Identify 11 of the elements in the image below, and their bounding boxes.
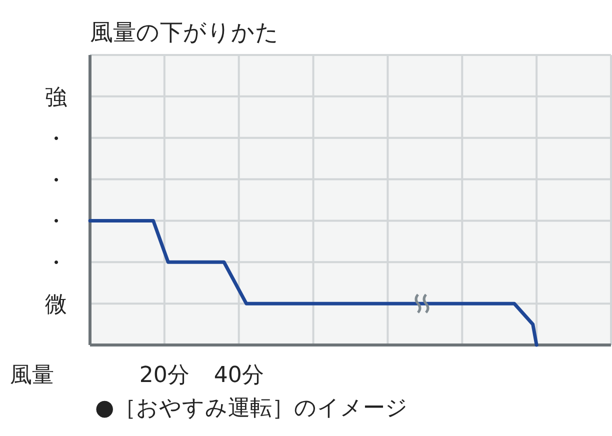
chart-title: 風量の下がりかた [90,20,279,46]
text: ・ [45,210,67,235]
text: ・ [45,126,67,152]
y-axis-title: 風量 [10,363,54,388]
text: 微 [45,292,67,318]
text: ●［おやすみ運転］のイメージ [95,396,408,421]
text: ・ [45,168,67,194]
x-tick-label: 40分 [214,363,264,388]
x-tick-label: 20分 [139,363,190,388]
text: ・ [45,251,67,276]
text: 強 [45,85,67,110]
